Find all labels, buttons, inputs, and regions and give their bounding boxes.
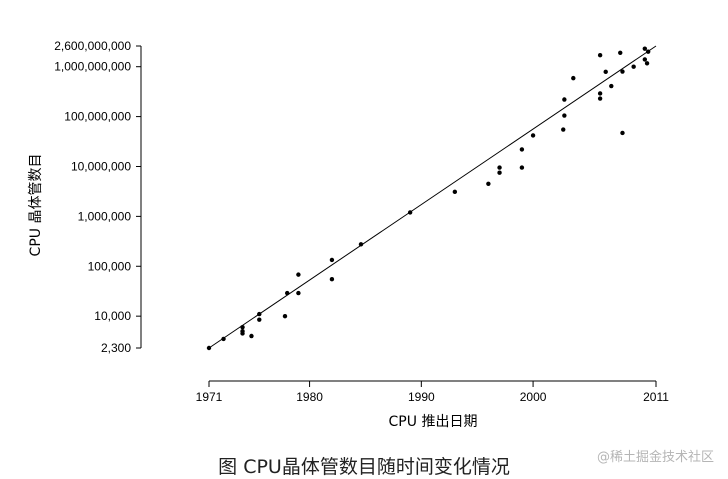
x-tick-label: 2000	[520, 390, 547, 404]
data-point	[597, 91, 603, 96]
data-point	[240, 328, 245, 334]
data-point	[497, 165, 502, 170]
data-point	[597, 53, 603, 58]
data-point	[603, 69, 608, 75]
data-point	[530, 133, 536, 138]
data-point	[285, 290, 290, 296]
data-point	[645, 49, 651, 54]
y-axis-label: CPU 晶体管数目	[28, 154, 44, 257]
data-point	[407, 210, 413, 215]
data-point	[486, 181, 491, 186]
y-tick-label: 100,000,000	[64, 110, 131, 124]
data-point	[296, 290, 301, 296]
data-point	[329, 277, 335, 282]
data-point	[561, 127, 566, 132]
data-point	[609, 83, 614, 89]
x-tick-label: 1971	[196, 390, 223, 404]
data-point	[562, 97, 567, 102]
data-points	[206, 46, 651, 351]
data-point	[644, 61, 650, 66]
data-point	[206, 345, 212, 351]
figure-caption: 图 CPU晶体管数目随时间变化情况	[218, 456, 510, 478]
y-tick-label: 10,000	[94, 309, 131, 323]
data-point	[597, 96, 603, 101]
data-point	[519, 165, 525, 170]
x-ticks: 1971 1980 1990 2000 2011	[196, 381, 669, 404]
data-point	[240, 325, 245, 330]
y-tick-label: 1,000,000,000	[54, 60, 131, 74]
y-ticks: 2,300 10,000 100,000 1,000,000 10,000,000 100…	[54, 39, 141, 355]
data-point	[329, 257, 335, 263]
x-tick-label: 2011	[643, 390, 669, 404]
x-tick-label: 1990	[408, 390, 435, 404]
data-point	[249, 333, 254, 339]
data-point	[571, 75, 576, 81]
data-point	[642, 46, 648, 51]
x-tick-label: 1980	[296, 390, 323, 404]
y-tick-label: 100,000	[88, 259, 132, 273]
data-point	[642, 57, 648, 62]
data-point	[358, 242, 364, 247]
data-point	[257, 317, 262, 322]
y-tick-label: 1,000,000	[78, 209, 132, 223]
y-axis: 2,300 10,000 100,000 1,000,000 10,000,000 100…	[54, 39, 142, 355]
data-point	[631, 64, 636, 69]
data-point	[620, 69, 625, 74]
data-point	[620, 130, 625, 136]
data-point	[221, 336, 226, 342]
data-point	[257, 311, 262, 317]
data-point	[282, 313, 288, 319]
data-point	[452, 189, 458, 195]
x-axis-label: CPU 推出日期	[389, 414, 478, 430]
data-point	[519, 147, 525, 152]
watermark: @稀土掘金技术社区	[596, 450, 714, 465]
data-point	[296, 272, 301, 277]
x-axis: 1971 1980 1990 2000 2011	[196, 380, 669, 404]
y-tick-label: 10,000,000	[71, 159, 131, 173]
trend-line	[208, 45, 657, 349]
data-point	[562, 113, 567, 118]
data-point	[497, 170, 502, 175]
data-point	[618, 50, 623, 55]
y-tick-label: 2,600,000,000	[54, 39, 131, 53]
y-tick-label: 2,300	[101, 341, 131, 355]
